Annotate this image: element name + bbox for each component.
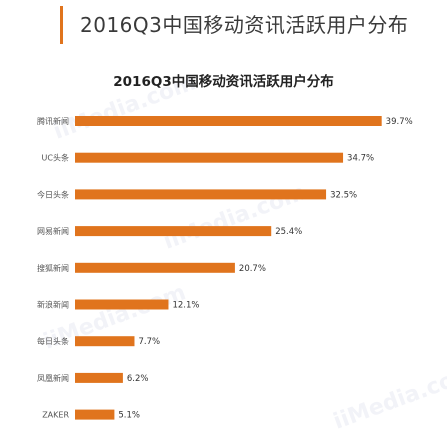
bar xyxy=(75,409,115,420)
category-label: 搜狐新闻 xyxy=(37,263,69,273)
bar xyxy=(75,299,169,310)
bar xyxy=(75,262,235,273)
category-label: 新浪新闻 xyxy=(37,300,69,310)
category-label: 每日头条 xyxy=(37,336,69,346)
page-title: 2016Q3中国移动资讯活跃用户分布 xyxy=(80,13,409,37)
category-label: ZAKER xyxy=(42,411,69,420)
value-label: 7.7% xyxy=(138,337,160,347)
category-label: 今日头条 xyxy=(37,189,69,199)
header-accent-bar xyxy=(60,6,63,44)
bar xyxy=(75,116,382,126)
bar xyxy=(75,152,344,163)
value-label: 20.7% xyxy=(239,264,266,274)
chart-title: 2016Q3中国移动资讯活跃用户分布 xyxy=(113,74,334,90)
bar xyxy=(75,189,327,200)
category-label: 腾讯新闻 xyxy=(37,116,69,126)
category-label: 凤凰新闻 xyxy=(37,373,69,383)
value-label: 32.5% xyxy=(330,190,357,200)
bar xyxy=(75,372,123,383)
value-label: 12.1% xyxy=(172,301,199,311)
category-label: UC头条 xyxy=(42,153,69,163)
value-label: 25.4% xyxy=(275,227,302,237)
bar xyxy=(75,336,135,347)
category-label: 网易新闻 xyxy=(37,226,69,236)
value-label: 34.7% xyxy=(347,154,374,164)
value-label: 6.2% xyxy=(127,374,149,384)
value-label: 39.7% xyxy=(386,117,413,127)
value-label: 5.1% xyxy=(118,411,140,421)
bar xyxy=(75,226,272,237)
